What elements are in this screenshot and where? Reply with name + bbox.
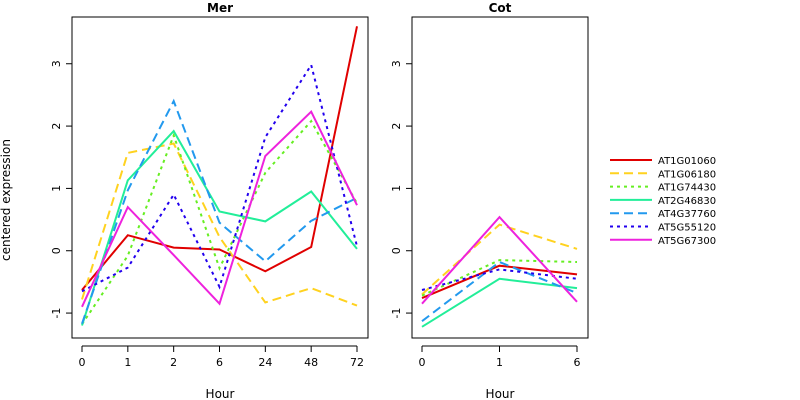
series-line-at2g46830 bbox=[421, 277, 578, 328]
x-tick-label: 0 bbox=[79, 356, 86, 369]
legend-item: AT4G37760 bbox=[610, 209, 716, 220]
x-tick-label: 24 bbox=[258, 356, 272, 369]
legend-item: AT2G46830 bbox=[610, 196, 716, 207]
series-line-at1g01060 bbox=[81, 26, 358, 291]
x-axis-label: Hour bbox=[486, 387, 515, 400]
legend-item: AT5G67300 bbox=[610, 236, 716, 247]
series-line-at5g55120 bbox=[81, 62, 358, 293]
series-line-at4g37760 bbox=[421, 260, 578, 322]
series-line-at1g01060 bbox=[421, 264, 578, 300]
series-line-at4g37760 bbox=[81, 98, 358, 325]
panel-mer: Mer -1 0 1 2 3 0 1 2 6 24 48 72 Hour bbox=[50, 1, 369, 400]
panel-title: Cot bbox=[489, 1, 512, 15]
x-tick-label: 1 bbox=[496, 356, 503, 369]
legend-label: AT5G67300 bbox=[658, 236, 716, 247]
legend: AT1G01060 AT1G06180 AT1G74430 AT2G46830 AT4G… bbox=[610, 156, 716, 247]
series-line-at2g46830 bbox=[81, 129, 358, 326]
y-tick-label: 1 bbox=[390, 185, 403, 192]
x-axis-label: Hour bbox=[206, 387, 235, 400]
legend-label: AT1G06180 bbox=[658, 169, 716, 180]
x-tick-label: 6 bbox=[216, 356, 223, 369]
plot-frame bbox=[411, 16, 589, 339]
legend-label: AT4G37760 bbox=[658, 209, 716, 220]
y-tick-label: 0 bbox=[390, 247, 403, 254]
y-tick-label: -1 bbox=[50, 308, 63, 319]
series-line-at1g74430 bbox=[421, 259, 578, 297]
y-tick-label: 2 bbox=[390, 123, 403, 130]
series-line-at1g06180 bbox=[421, 223, 578, 296]
x-tick-label: 6 bbox=[574, 356, 581, 369]
y-axis-label: centered expression bbox=[0, 139, 13, 261]
legend-item: AT1G74430 bbox=[610, 183, 716, 194]
panel-cot: Cot -1 0 1 2 3 0 1 6 Hour bbox=[390, 1, 589, 400]
legend-item: AT1G01060 bbox=[610, 156, 716, 167]
y-tick-label: 2 bbox=[50, 123, 63, 130]
x-tick-label: 72 bbox=[350, 356, 364, 369]
x-tick-label: 2 bbox=[170, 356, 177, 369]
y-tick-label: 1 bbox=[50, 185, 63, 192]
legend-label: AT1G01060 bbox=[658, 156, 716, 167]
legend-label: AT5G55120 bbox=[658, 223, 716, 234]
x-tick-label: 0 bbox=[419, 356, 426, 369]
y-tick-label: 3 bbox=[390, 60, 403, 67]
x-tick-label: 48 bbox=[304, 356, 318, 369]
panel-title: Mer bbox=[207, 1, 233, 15]
plot-frame bbox=[71, 16, 369, 339]
y-tick-label: 3 bbox=[50, 60, 63, 67]
series-line-at5g67300 bbox=[81, 110, 358, 308]
y-tick-label: -1 bbox=[390, 308, 403, 319]
legend-label: AT1G74430 bbox=[658, 183, 716, 194]
x-tick-label: 1 bbox=[124, 356, 131, 369]
chart-panels: Mer -1 0 1 2 3 0 1 2 6 24 48 72 Hour Cot -1 0 1 2 3 0 1 6 Hour bbox=[50, 1, 589, 400]
series-line-at5g67300 bbox=[421, 215, 578, 305]
legend-item: AT5G55120 bbox=[610, 223, 716, 234]
legend-item: AT1G06180 bbox=[610, 169, 716, 180]
legend-label: AT2G46830 bbox=[658, 196, 716, 207]
y-tick-label: 0 bbox=[50, 247, 63, 254]
series-line-at1g74430 bbox=[81, 119, 358, 325]
